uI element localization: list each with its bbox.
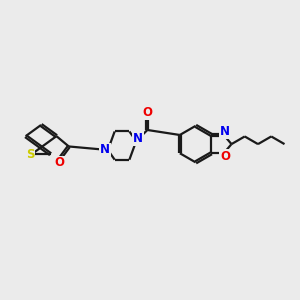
Text: S: S — [26, 148, 34, 161]
Text: O: O — [142, 106, 152, 119]
Text: N: N — [133, 132, 142, 145]
Text: N: N — [100, 143, 110, 157]
Text: O: O — [55, 157, 65, 169]
Text: O: O — [220, 150, 230, 163]
Text: N: N — [220, 125, 230, 138]
